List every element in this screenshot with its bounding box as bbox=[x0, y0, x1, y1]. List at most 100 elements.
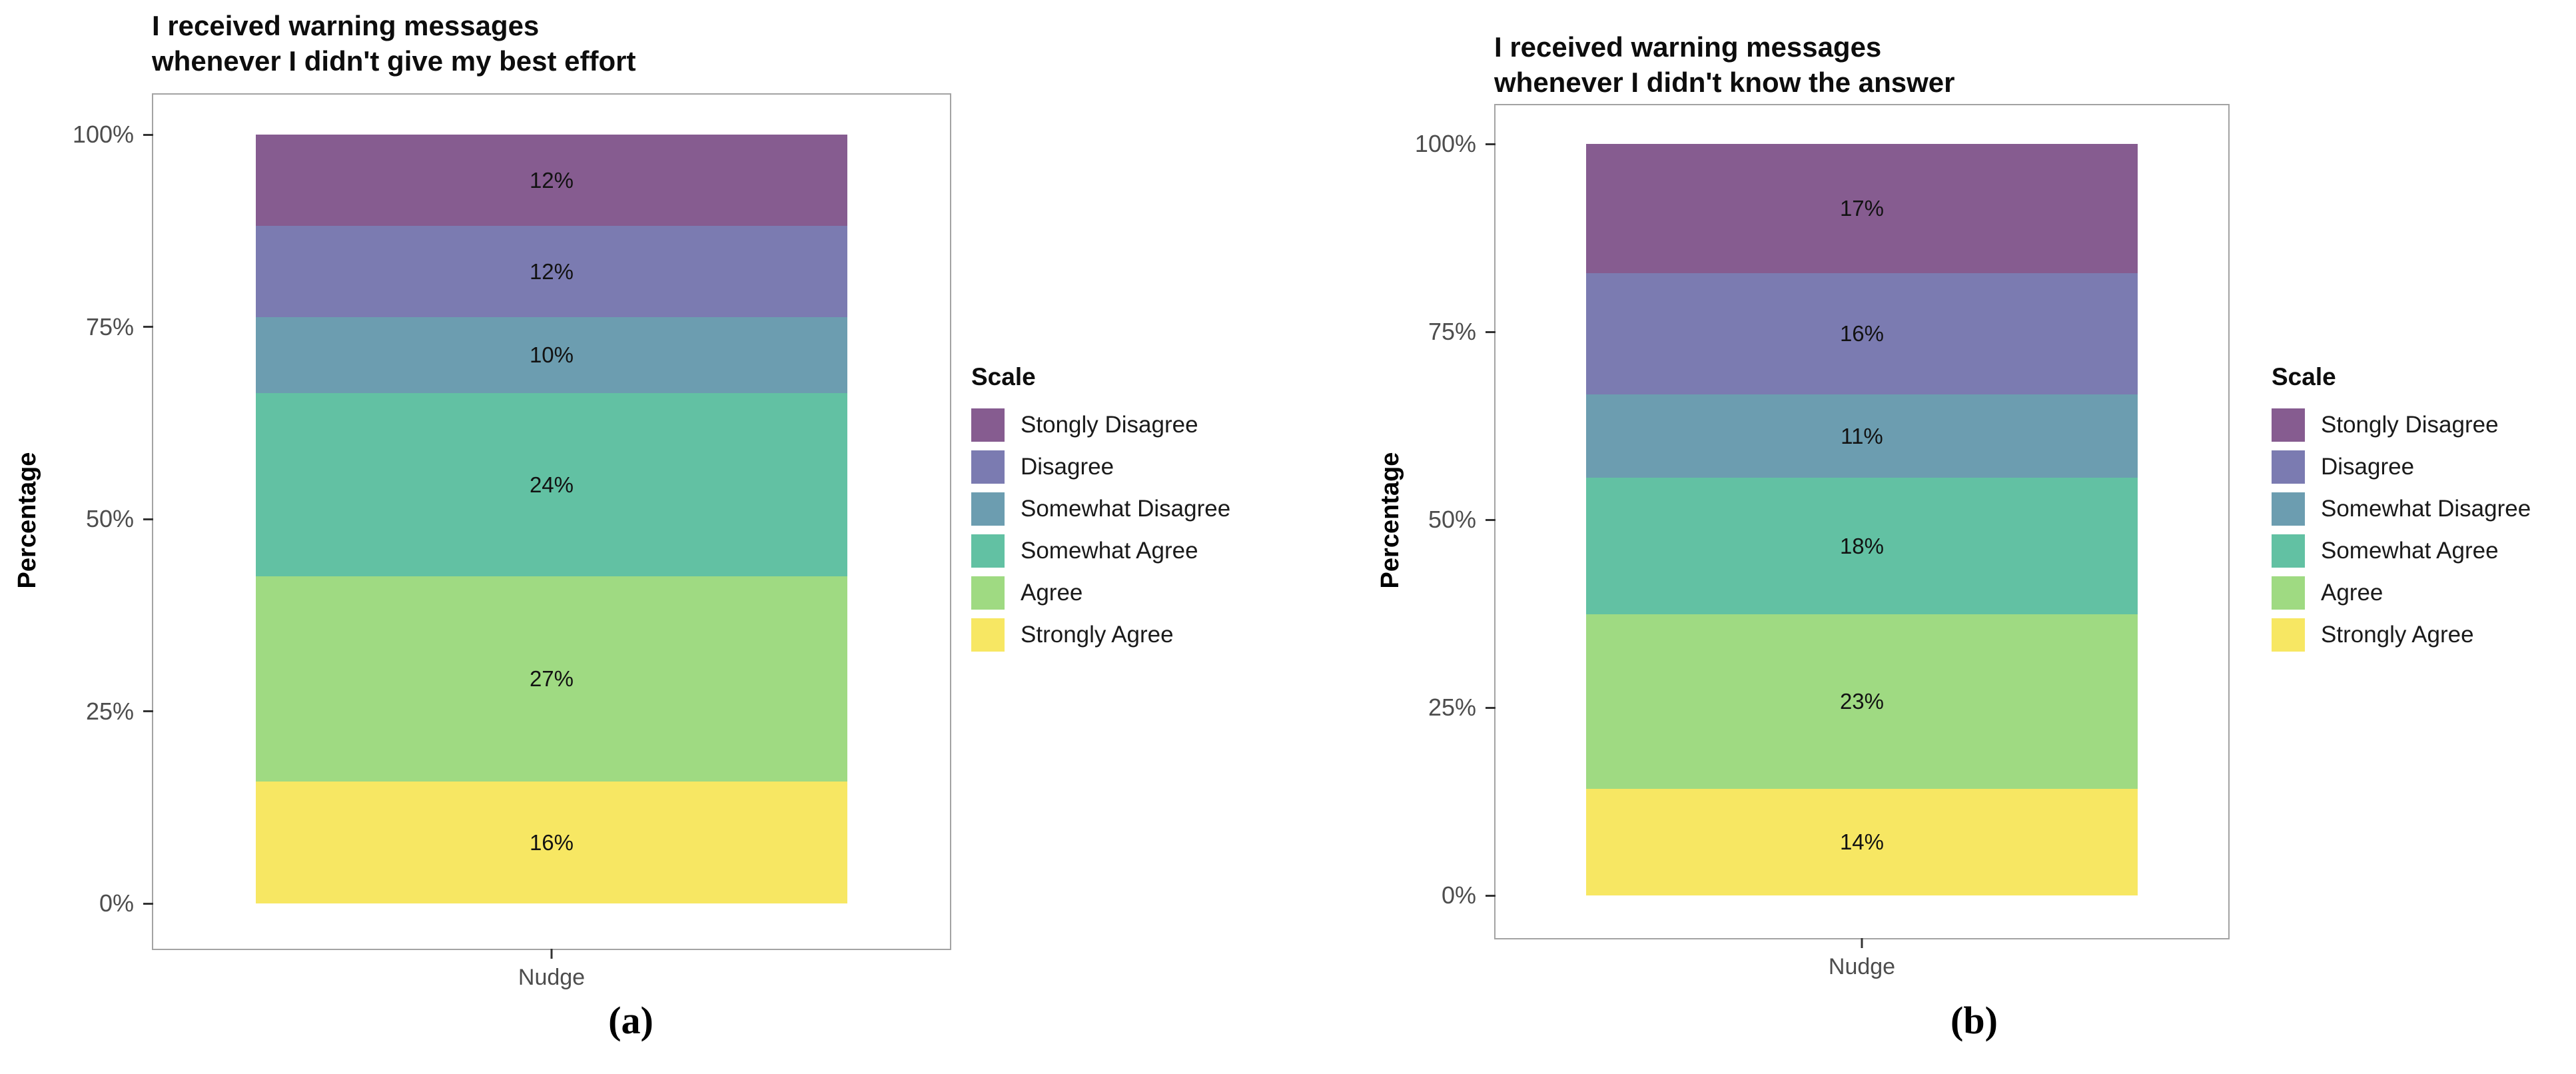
bar-segment-somewhat-disagree: 11% bbox=[1586, 394, 2138, 478]
bar-segment-value-label: 16% bbox=[1839, 320, 1885, 346]
bar-segment-value-label: 14% bbox=[1839, 829, 1885, 855]
x-tick-mark bbox=[550, 949, 553, 959]
bar-segment-value-label: 12% bbox=[529, 167, 574, 193]
stacked-bar: 17% 16% 11% 18% 23% 14% bbox=[1586, 144, 2138, 895]
y-tick-mark bbox=[143, 902, 153, 905]
legend-entry-label: Strongly Agree bbox=[2321, 622, 2474, 648]
y-axis-tick-25: 25% bbox=[86, 698, 153, 726]
legend-entries: Stongly Disagree Disagree Somewhat Disagre… bbox=[971, 408, 1230, 652]
legend-key-swatch bbox=[971, 576, 1005, 610]
legend-key-swatch bbox=[2272, 576, 2305, 610]
y-axis-layer: 100% 75% 50% 25% 0% bbox=[73, 121, 950, 917]
y-tick-label: 75% bbox=[1428, 318, 1476, 345]
legend-key-swatch bbox=[2272, 492, 2305, 526]
chart-title-line2: whenever I didn't know the answer bbox=[1494, 67, 1955, 98]
plot-panel-b: 17% 16% 11% 18% 23% 14% 100% 75% 50% 25% 0% Nudge bbox=[1415, 104, 2230, 979]
bar-segment-strongly-agree: 16% bbox=[256, 782, 847, 903]
bar-segment-disagree: 12% bbox=[256, 226, 847, 318]
stacked-bar: 12% 12% 10% 24% 27% 16% bbox=[256, 135, 847, 903]
bar-segment-value-label: 16% bbox=[529, 829, 574, 855]
bar-segment-value-label: 18% bbox=[1839, 533, 1885, 558]
legend-entry-disagree: Disagree bbox=[2272, 450, 2531, 484]
bar-segment-agree: 27% bbox=[256, 576, 847, 782]
y-tick-mark bbox=[143, 326, 153, 328]
x-tick-mark bbox=[1861, 938, 1863, 948]
figure-a: I received warning messages whenever I d… bbox=[0, 0, 1262, 1074]
bar-segment-agree: 23% bbox=[1586, 614, 2138, 790]
y-tick-mark bbox=[143, 710, 153, 712]
legend-key-swatch bbox=[2272, 450, 2305, 484]
y-axis-tick-75: 75% bbox=[1428, 318, 1496, 346]
legend-entry-somewhat-disagree: Somewhat Disagree bbox=[971, 492, 1230, 526]
bar-segment-value-label: 23% bbox=[1839, 689, 1885, 714]
y-tick-label: 0% bbox=[99, 889, 134, 917]
legend-key-swatch bbox=[971, 534, 1005, 568]
bar-segment-value-label: 12% bbox=[529, 259, 574, 284]
y-axis-tick-0: 0% bbox=[99, 889, 153, 917]
chart-title-line1: I received warning messages bbox=[152, 10, 540, 41]
y-tick-label: 50% bbox=[85, 505, 134, 532]
bar-segment-value-label: 27% bbox=[529, 666, 574, 691]
legend-entry-somewhat-agree: Somewhat Agree bbox=[971, 534, 1230, 568]
y-axis-layer: 100% 75% 50% 25% 0% bbox=[1415, 130, 2228, 909]
legend-title: Scale bbox=[971, 363, 1036, 390]
legend-entry-label: Somewhat Agree bbox=[2321, 538, 2499, 564]
legend-entry-stongly-disagree: Stongly Disagree bbox=[971, 408, 1230, 442]
y-tick-mark bbox=[143, 518, 153, 520]
plot-panel-a: 12% 12% 10% 24% 27% 16% 100% 75% 50% 25% 0% Nudge bbox=[73, 93, 951, 990]
legend-entry-label: Agree bbox=[2321, 580, 2383, 606]
legend-entry-disagree: Disagree bbox=[971, 450, 1230, 484]
legend-entry-label: Somewhat Disagree bbox=[2321, 496, 2531, 522]
legend-key-swatch bbox=[2272, 618, 2305, 652]
legend-entry-agree: Agree bbox=[971, 576, 1230, 610]
legend-key-swatch bbox=[2272, 534, 2305, 568]
chart-title-a: I received warning messages whenever I d… bbox=[152, 8, 636, 79]
y-tick-mark bbox=[1486, 518, 1496, 521]
y-axis-tick-25: 25% bbox=[1428, 694, 1496, 722]
legend-entry-label: Disagree bbox=[1021, 454, 1114, 480]
y-tick-mark bbox=[1486, 143, 1496, 145]
legend-entry-strongly-agree: Strongly Agree bbox=[2272, 618, 2531, 652]
bar-segment-stongly-disagree: 17% bbox=[1586, 144, 2138, 273]
y-axis-tick-50: 50% bbox=[86, 505, 153, 533]
x-tick-label: Nudge bbox=[518, 965, 586, 990]
legend-key-swatch bbox=[2272, 408, 2305, 442]
y-tick-mark bbox=[1486, 894, 1496, 897]
y-tick-mark bbox=[1486, 330, 1496, 333]
bar-segment-value-label: 17% bbox=[1839, 195, 1885, 221]
y-tick-label: 0% bbox=[1441, 881, 1476, 909]
legend-key-swatch bbox=[971, 492, 1005, 526]
legend-entry-label: Stongly Disagree bbox=[2321, 412, 2499, 438]
y-tick-label: 100% bbox=[72, 121, 134, 148]
bar-segment-value-label: 10% bbox=[529, 342, 574, 368]
legend-b: Scale Stongly Disagree Disagree Somewhat D… bbox=[2272, 363, 2531, 660]
y-tick-mark bbox=[1486, 706, 1496, 709]
y-tick-label: 25% bbox=[85, 697, 134, 725]
y-tick-label: 25% bbox=[1428, 694, 1476, 721]
legend-key-swatch bbox=[971, 408, 1005, 442]
y-tick-label: 100% bbox=[1414, 130, 1476, 157]
y-axis-tick-50: 50% bbox=[1428, 506, 1496, 534]
y-tick-label: 50% bbox=[1428, 506, 1476, 533]
legend-entry-label: Somewhat Disagree bbox=[1021, 496, 1231, 522]
bar-segment-somewhat-agree: 18% bbox=[1586, 478, 2138, 615]
bar-segment-somewhat-disagree: 10% bbox=[256, 317, 847, 394]
subfigure-caption-b: (b) bbox=[1950, 999, 1998, 1042]
x-tick-label: Nudge bbox=[1828, 954, 1896, 979]
legend-title: Scale bbox=[2272, 363, 2336, 390]
figure-b: I received warning messages whenever I d… bbox=[1372, 0, 2576, 1074]
y-tick-mark bbox=[143, 133, 153, 136]
legend-a: Scale Stongly Disagree Disagree Somewhat D… bbox=[971, 363, 1230, 660]
legend-key-swatch bbox=[971, 450, 1005, 484]
chart-title-line1: I received warning messages bbox=[1494, 31, 1882, 63]
y-axis-title: Percentage bbox=[13, 452, 41, 589]
legend-entry-label: Agree bbox=[1021, 580, 1083, 606]
bar-segment-value-label: 11% bbox=[1841, 423, 1883, 448]
legend-entry-label: Disagree bbox=[2321, 454, 2415, 480]
legend-entry-somewhat-agree: Somewhat Agree bbox=[2272, 534, 2531, 568]
legend-entries: Stongly Disagree Disagree Somewhat Disagre… bbox=[2272, 408, 2531, 652]
bar-segment-somewhat-agree: 24% bbox=[256, 393, 847, 576]
y-tick-label: 75% bbox=[85, 312, 134, 340]
legend-entry-label: Somewhat Agree bbox=[1021, 538, 1198, 564]
